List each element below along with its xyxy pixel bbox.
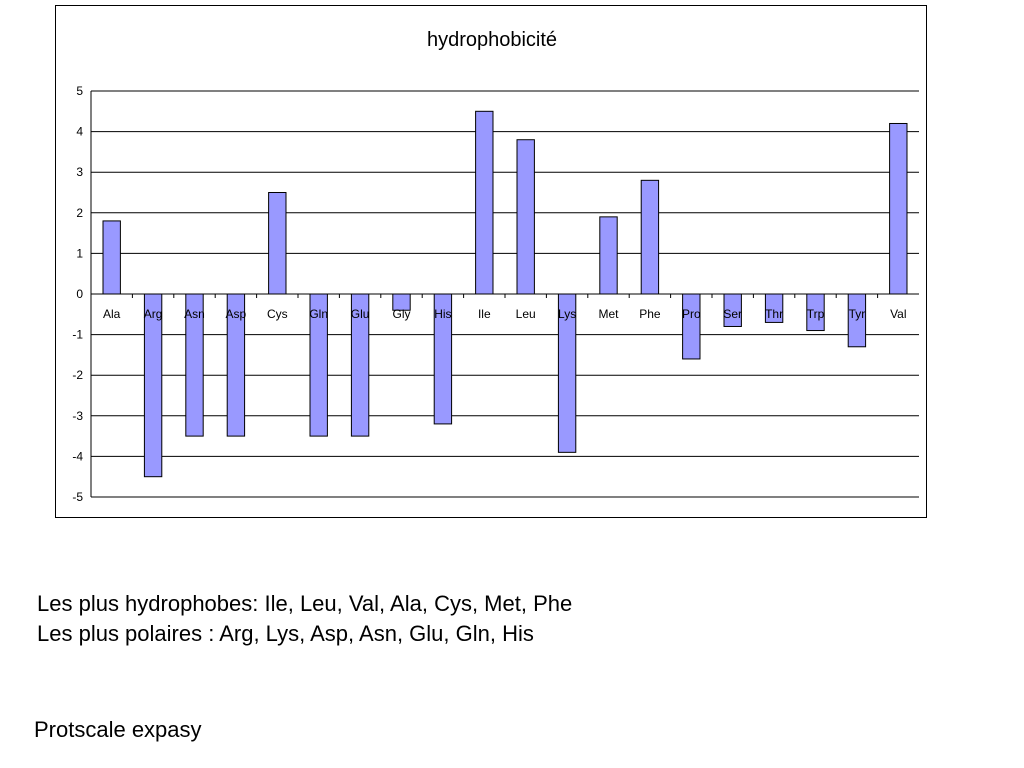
hydrophobicity-chart: hydrophobicité 5 4 3 2 1 0 -1 -2 -3 -4 -5 Ala Arg Asn… xyxy=(72,29,919,504)
category-label-glu: Glu xyxy=(351,307,370,321)
bar-ala xyxy=(102,220,121,295)
bar-layer xyxy=(102,110,908,478)
category-label-pro: Pro xyxy=(682,307,701,321)
category-label-cys: Cys xyxy=(267,307,288,321)
category-label-asn: Asn xyxy=(184,307,205,321)
category-label-asp: Asp xyxy=(226,307,247,321)
chart-title: hydrophobicité xyxy=(427,29,557,51)
bar-arg xyxy=(143,293,163,478)
caption-hydrophobic: Les plus hydrophobes: Ile, Leu, Val, Ala… xyxy=(37,591,573,616)
category-label-lys: Lys xyxy=(558,307,576,321)
y-tick-label: 0 xyxy=(76,287,83,301)
y-tick-label: -4 xyxy=(72,449,83,463)
y-tick-label: -1 xyxy=(72,328,83,342)
label-layer: 5 4 3 2 1 0 -1 -2 -3 -4 -5 Ala Arg Asn Asp Cys Gln Glu Gly… xyxy=(72,84,906,504)
category-label-his: His xyxy=(434,307,451,321)
y-tick-label: -2 xyxy=(72,368,83,382)
y-tick-label: -3 xyxy=(72,409,83,423)
y-tick-label: -5 xyxy=(72,490,83,504)
category-label-ile: Ile xyxy=(478,307,491,321)
source-note: Protscale expasy xyxy=(34,717,202,742)
category-label-thr: Thr xyxy=(765,307,783,321)
y-tick-label: 4 xyxy=(76,125,83,139)
axis-layer xyxy=(90,91,919,497)
category-label-ala: Ala xyxy=(103,307,121,321)
y-tick-label: 2 xyxy=(76,206,83,220)
category-label-gly: Gly xyxy=(393,307,411,321)
bar-val xyxy=(889,122,908,295)
category-label-trp: Trp xyxy=(807,307,825,321)
category-label-gln: Gln xyxy=(309,307,328,321)
category-label-met: Met xyxy=(598,307,619,321)
y-tick-label: 1 xyxy=(76,246,83,260)
y-tick-label: 5 xyxy=(76,84,83,98)
y-tick-label: 3 xyxy=(76,165,83,179)
bar-ile xyxy=(475,110,494,295)
bar-leu xyxy=(516,139,535,295)
category-label-tyr: Tyr xyxy=(849,307,866,321)
caption-polar: Les plus polaires : Arg, Lys, Asp, Asn, … xyxy=(37,621,534,646)
category-label-phe: Phe xyxy=(639,307,661,321)
category-label-leu: Leu xyxy=(516,307,536,321)
category-label-val: Val xyxy=(890,307,906,321)
category-label-ser: Ser xyxy=(723,307,742,321)
bar-cys xyxy=(268,192,287,295)
bar-met xyxy=(599,216,618,295)
bar-phe xyxy=(640,179,660,295)
chart-frame: hydrophobicité 5 4 3 2 1 0 -1 -2 -3 -4 -5 Ala Arg Asn… xyxy=(55,5,927,518)
bar-pro xyxy=(682,293,701,360)
category-label-arg: Arg xyxy=(144,307,163,321)
